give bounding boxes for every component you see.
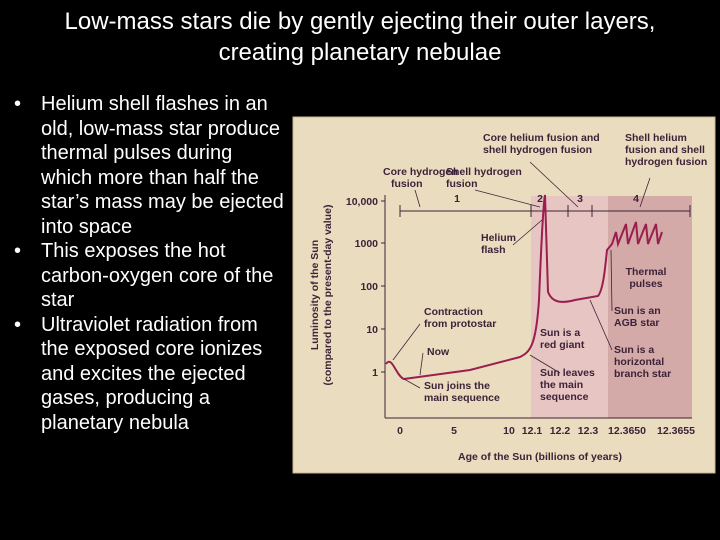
- red-giant-region: [531, 196, 608, 418]
- annotation: AGB star: [614, 317, 660, 329]
- x-tick-label: 12.3650: [608, 425, 646, 437]
- annotation: main sequence: [424, 392, 500, 404]
- annotation: fusion: [446, 178, 478, 190]
- slide-title: Low-mass stars die by gently ejecting th…: [64, 8, 656, 66]
- y-axis-label: (compared to the present-day value): [322, 205, 334, 386]
- annotation: red giant: [540, 339, 585, 351]
- annotation: Now: [427, 346, 450, 358]
- y-axis-label: Luminosity of the Sun: [309, 240, 321, 350]
- y-tick-label: 100: [360, 281, 378, 293]
- x-tick-label: 12.2: [550, 425, 571, 437]
- annotation: hydrogen fusion: [625, 156, 707, 168]
- x-axis-label: Age of the Sun (billions of years): [458, 451, 622, 463]
- x-tick-label: 12.1: [522, 425, 543, 437]
- annotation-arrows: [392, 161, 651, 389]
- annotation: Helium: [481, 232, 516, 244]
- x-tick-label: 12.3655: [657, 425, 695, 437]
- annotation: the main: [540, 379, 583, 391]
- annotation: Sun joins the: [424, 380, 490, 392]
- annotation: Shell hydrogen: [446, 166, 522, 178]
- annotation: Contraction: [424, 306, 483, 318]
- bullet: This exposes the hot carbon-oxygen core …: [14, 239, 284, 313]
- y-tick-label: 10: [366, 324, 378, 336]
- annotation: sequence: [540, 391, 589, 403]
- annotation: Core hydrogen: [383, 166, 458, 178]
- annotation: Sun leaves: [540, 367, 595, 379]
- annotation: Sun is an: [614, 305, 661, 317]
- luminosity-curve: [385, 194, 663, 381]
- annotation: Thermal: [626, 266, 667, 278]
- annotation: Sun is a: [614, 344, 654, 356]
- annotation: Sun is a: [540, 327, 580, 339]
- x-tick-label: 12.3: [578, 425, 599, 437]
- phase-label: 1: [454, 193, 460, 205]
- y-tick-label: 10,000: [346, 196, 378, 208]
- y-tick-label: 1000: [355, 238, 379, 250]
- phase-label: 2: [537, 193, 543, 205]
- phase-label: 3: [577, 193, 583, 205]
- annotation: flash: [481, 244, 506, 256]
- annotation: shell hydrogen fusion: [483, 144, 592, 156]
- x-tick-label: 0: [397, 425, 403, 437]
- y-tick-label: 1: [372, 367, 378, 379]
- bullet: Ultraviolet radiation from the exposed c…: [14, 313, 284, 436]
- bullet-list: Helium shell flashes in an old, low-mass…: [14, 92, 284, 435]
- annotation: Shell helium: [625, 132, 687, 144]
- annotation: pulses: [629, 278, 662, 290]
- annotation: Core helium fusion and: [483, 132, 600, 144]
- annotation: fusion and shell: [625, 144, 705, 156]
- x-tick-label: 10: [503, 425, 515, 437]
- annotation: branch star: [614, 368, 671, 380]
- annotation: horizontal: [614, 356, 664, 368]
- annotation: from protostar: [424, 318, 496, 330]
- phase-label: 4: [633, 193, 639, 205]
- annotation: fusion: [391, 178, 423, 190]
- x-tick-label: 5: [451, 425, 457, 437]
- bullet: Helium shell flashes in an old, low-mass…: [14, 92, 284, 239]
